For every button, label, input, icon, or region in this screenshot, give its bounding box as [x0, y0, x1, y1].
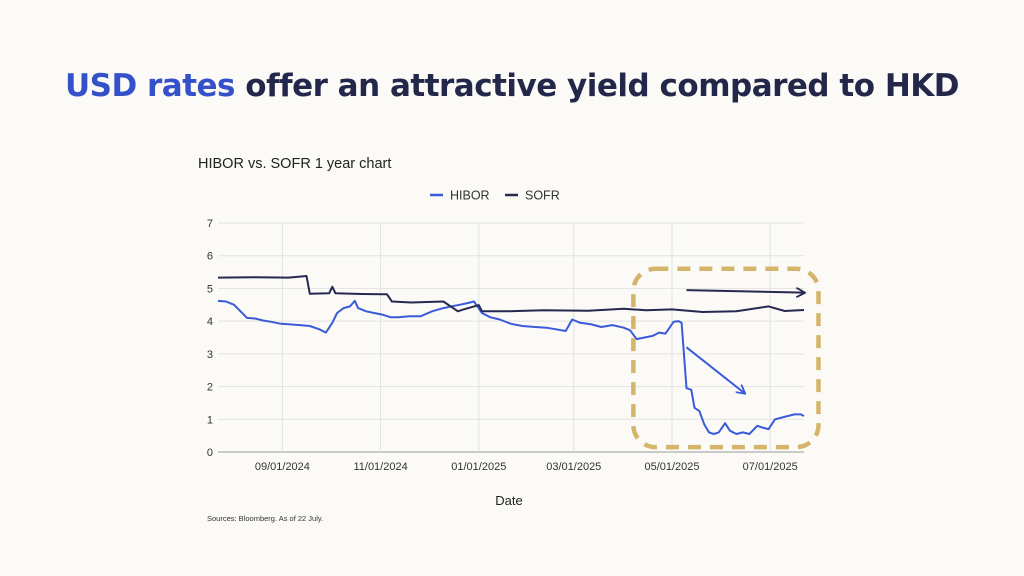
series-line-sofr — [217, 275, 805, 313]
chart-grid — [218, 222, 804, 453]
chart-series — [217, 275, 805, 435]
x-tick-label: 05/01/2025 — [644, 461, 699, 473]
page-headline: USD rates offer an attractive yield comp… — [0, 68, 1024, 104]
headline-rest: offer an attractive yield compared to HK… — [235, 68, 960, 104]
y-tick-label: 6 — [207, 251, 213, 263]
chart-annotations — [631, 266, 821, 450]
legend-label-sofr: SOFR — [525, 189, 560, 203]
chart-title: HIBOR vs. SOFR 1 year chart — [198, 156, 392, 172]
highlight-box — [631, 266, 821, 450]
series-line-hibor — [217, 299, 805, 435]
y-tick-label: 4 — [207, 316, 213, 328]
hibor-down-arrow — [685, 346, 744, 393]
x-axis-ticks: 09/01/2024 11/01/2024 01/01/2025 03/01/2025… — [255, 461, 798, 473]
y-tick-label: 7 — [207, 218, 213, 230]
y-tick-label: 1 — [207, 414, 213, 426]
x-tick-label: 11/01/2024 — [353, 461, 407, 473]
sofr-flat-arrow — [686, 290, 804, 293]
legend-label-hibor: HIBOR — [450, 189, 490, 203]
x-axis-label: Date — [495, 493, 522, 508]
x-tick-label: 03/01/2025 — [546, 461, 601, 473]
y-tick-label: 3 — [207, 349, 213, 361]
x-tick-label: 01/01/2025 — [451, 461, 506, 473]
y-tick-label: 2 — [207, 382, 213, 394]
x-tick-label: 07/01/2025 — [743, 461, 798, 473]
y-axis-ticks: 0 1 2 3 4 5 6 7 — [207, 218, 213, 459]
chart-legend: HIBOR SOFR — [430, 189, 560, 203]
headline-accent: USD rates — [64, 68, 236, 104]
x-tick-label: 09/01/2024 — [255, 461, 310, 473]
y-tick-label: 0 — [207, 447, 213, 459]
y-tick-label: 5 — [207, 283, 213, 295]
source-note: Sources: Bloomberg. As of 22 July. — [207, 514, 324, 523]
